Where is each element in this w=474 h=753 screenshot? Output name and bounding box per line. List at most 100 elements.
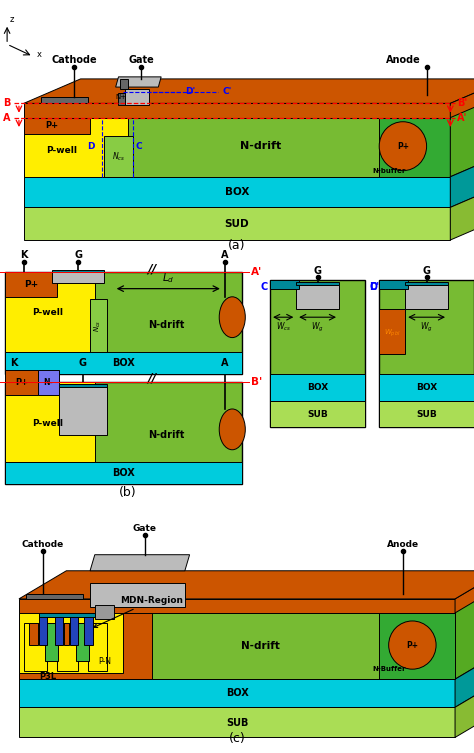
Polygon shape bbox=[455, 571, 474, 613]
Bar bbox=[76, 623, 89, 661]
Bar bbox=[59, 386, 107, 435]
Text: N-buffer: N-buffer bbox=[372, 168, 405, 174]
Text: C': C' bbox=[223, 87, 232, 96]
Bar bbox=[39, 615, 47, 645]
Text: SUB: SUB bbox=[416, 410, 437, 419]
Bar bbox=[19, 599, 455, 613]
Text: //: // bbox=[147, 263, 156, 276]
Text: N-drift: N-drift bbox=[148, 431, 184, 441]
Text: P+: P+ bbox=[46, 121, 59, 130]
Bar bbox=[120, 79, 128, 89]
Ellipse shape bbox=[219, 297, 246, 337]
Polygon shape bbox=[455, 651, 474, 707]
Text: $W_{cs}$: $W_{cs}$ bbox=[276, 321, 291, 333]
Text: P3L: P3L bbox=[39, 672, 56, 681]
Text: K: K bbox=[10, 358, 18, 368]
Text: //: // bbox=[147, 372, 156, 385]
Text: $W_g$: $W_g$ bbox=[420, 321, 433, 334]
Text: Anode: Anode bbox=[385, 55, 420, 65]
Bar bbox=[24, 117, 450, 177]
Text: x: x bbox=[36, 50, 42, 59]
Bar bbox=[84, 615, 93, 645]
Bar bbox=[379, 401, 474, 428]
Bar bbox=[52, 273, 104, 282]
Text: B: B bbox=[3, 99, 10, 108]
Bar bbox=[5, 273, 242, 374]
Polygon shape bbox=[450, 79, 474, 177]
Bar bbox=[270, 401, 365, 428]
Bar bbox=[5, 383, 95, 462]
Text: (b): (b) bbox=[119, 486, 137, 498]
Text: D': D' bbox=[185, 87, 195, 96]
Polygon shape bbox=[24, 79, 474, 103]
Polygon shape bbox=[450, 183, 474, 240]
Text: G: G bbox=[423, 267, 430, 276]
Text: BOX: BOX bbox=[112, 468, 135, 478]
Text: P-N: P-N bbox=[98, 657, 111, 666]
Text: P-well: P-well bbox=[46, 146, 77, 155]
Text: A: A bbox=[221, 358, 229, 368]
Text: Anode: Anode bbox=[387, 540, 419, 549]
Bar bbox=[270, 280, 299, 288]
Bar bbox=[5, 370, 38, 395]
Bar bbox=[57, 623, 78, 671]
Bar bbox=[5, 352, 242, 374]
Text: BOX: BOX bbox=[225, 187, 249, 197]
Text: P+: P+ bbox=[397, 142, 409, 151]
Ellipse shape bbox=[379, 122, 427, 171]
Bar bbox=[19, 613, 152, 679]
Text: B': B' bbox=[251, 377, 263, 388]
Polygon shape bbox=[455, 679, 474, 737]
Bar bbox=[118, 93, 125, 105]
Text: P-well: P-well bbox=[32, 308, 63, 317]
Text: N-: N- bbox=[44, 378, 53, 387]
Bar bbox=[5, 273, 95, 352]
Polygon shape bbox=[116, 77, 161, 87]
Text: D: D bbox=[87, 142, 95, 151]
Bar bbox=[90, 299, 107, 352]
Bar bbox=[64, 623, 69, 645]
Bar bbox=[379, 117, 450, 177]
Text: Cathode: Cathode bbox=[51, 55, 97, 65]
Polygon shape bbox=[90, 555, 190, 571]
Bar bbox=[70, 615, 78, 645]
Text: BOX: BOX bbox=[112, 358, 135, 368]
Text: $N_{cs}$: $N_{cs}$ bbox=[93, 319, 103, 331]
Bar bbox=[55, 615, 63, 645]
Text: D: D bbox=[369, 282, 377, 291]
Text: N-drift: N-drift bbox=[148, 320, 184, 331]
Bar bbox=[29, 623, 38, 645]
Bar bbox=[296, 282, 339, 285]
Bar bbox=[270, 374, 365, 401]
Text: N-drift: N-drift bbox=[241, 642, 280, 651]
Bar bbox=[5, 273, 57, 297]
Bar bbox=[19, 613, 455, 679]
Bar bbox=[24, 623, 47, 671]
Bar bbox=[19, 707, 455, 737]
Bar bbox=[104, 136, 133, 177]
Bar bbox=[45, 623, 58, 661]
Polygon shape bbox=[450, 79, 474, 117]
Text: Gate: Gate bbox=[128, 55, 154, 65]
Bar bbox=[26, 594, 83, 599]
Bar bbox=[41, 97, 88, 103]
Text: BOX: BOX bbox=[307, 383, 328, 392]
Bar bbox=[24, 177, 450, 207]
Text: BOX: BOX bbox=[416, 383, 437, 392]
Text: MDN-Region: MDN-Region bbox=[94, 596, 183, 627]
Bar bbox=[125, 89, 149, 105]
Bar bbox=[52, 270, 104, 273]
Bar bbox=[90, 583, 185, 607]
Text: K: K bbox=[20, 250, 27, 260]
Text: G: G bbox=[74, 250, 82, 260]
Bar bbox=[95, 605, 114, 619]
Bar bbox=[270, 280, 365, 428]
Text: N+: N+ bbox=[116, 94, 127, 100]
Polygon shape bbox=[450, 152, 474, 207]
Text: N-Buffer: N-Buffer bbox=[372, 666, 405, 672]
Text: Cathode: Cathode bbox=[21, 540, 64, 549]
Text: $N_{cs}$: $N_{cs}$ bbox=[112, 150, 125, 163]
Bar bbox=[379, 613, 455, 679]
Text: P+: P+ bbox=[15, 378, 28, 387]
Text: $W_{pbl}$: $W_{pbl}$ bbox=[384, 328, 401, 340]
